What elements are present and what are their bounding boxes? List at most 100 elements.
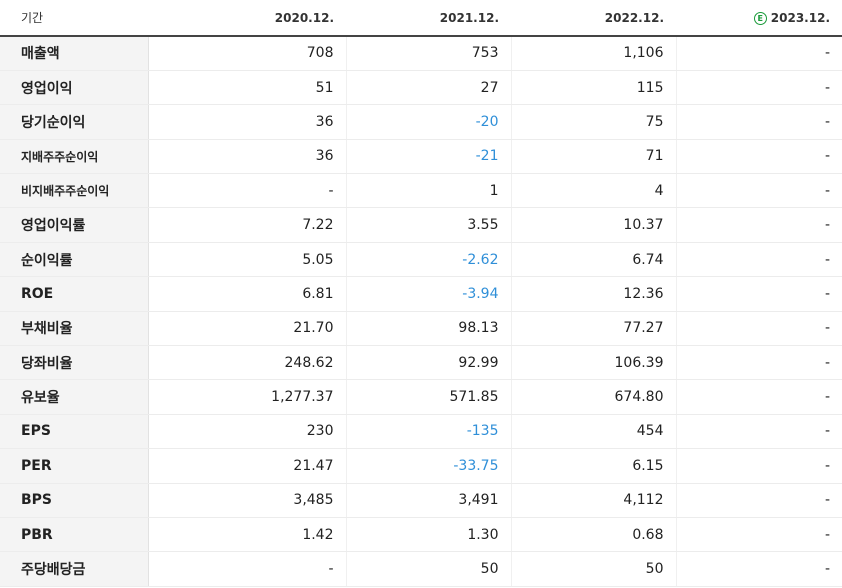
cell-value: 36 [148,104,347,140]
cell-value: - [148,551,347,587]
cell-value: 7.22 [148,207,347,243]
cell-value: 248.62 [148,345,347,381]
table-row: 매출액 708 753 1,106- [0,36,842,71]
cell-value: 230 [148,413,347,450]
cell-value: -135 [346,413,512,450]
row-label: 유보율 [0,379,149,415]
table-body: 매출액 708 753 1,106- 영업이익 51 27 115- 당기순이익 36 -20 75-… [0,36,842,587]
cell-value: 0.68 [511,517,677,553]
table-row: 영업이익 51 27 115- [0,70,842,106]
row-label: 부채비율 [0,310,149,347]
cell-value: 3.55 [346,207,512,243]
cell-value: - [148,173,347,209]
cell-value: - [676,104,842,140]
cell-value: 4 [511,173,677,209]
cell-value: 454 [511,413,677,450]
table-row: 순이익률 5.05 -2.62 6.74- [0,242,842,278]
cell-value: - [676,70,842,106]
table-row: ROE 6.81 -3.94 12.36- [0,276,842,312]
cell-value: - [676,310,842,347]
cell-value: 10.37 [511,207,677,243]
cell-value: 6.15 [511,448,677,484]
cell-value: - [676,379,842,415]
row-label: 영업이익 [0,70,149,106]
cell-value: -3.94 [346,276,512,312]
cell-value: - [676,448,842,484]
cell-value: - [676,483,842,518]
cell-value: -20 [346,104,512,140]
table-row: 비지배주주순이익 -1 4- [0,173,842,209]
cell-value: 50 [511,551,677,587]
cell-value: 4,112 [511,483,677,518]
cell-value: 5.05 [148,242,347,278]
row-label: PER [0,448,149,484]
cell-value: 77.27 [511,310,677,347]
cell-value: - [676,242,842,278]
cell-value: - [676,173,842,209]
cell-value: 1.30 [346,517,512,553]
table-row: 영업이익률 7.22 3.55 10.37- [0,207,842,243]
table-row: 당좌비율 248.62 92.99 106.39- [0,345,842,381]
period-header: 2020.12. [148,0,346,37]
row-label: 당좌비율 [0,345,149,381]
estimate-badge-icon: E [753,11,767,25]
table-row: 부채비율 21.70 98.13 77.27- [0,310,842,347]
cell-value: 71 [511,139,677,175]
table-row: 당기순이익 36 -20 75- [0,104,842,140]
cell-value: 674.80 [511,379,677,415]
cell-value: 36 [148,139,347,175]
header-row: 기간 2020.12. 2021.12. 2022.12. E 2023.12. [0,0,842,37]
cell-value: 3,485 [148,483,347,518]
cell-value: 21.70 [148,310,347,347]
period-header-label: 기간 [0,0,148,37]
cell-value: 27 [346,70,512,106]
row-label: PBR [0,517,149,553]
period-header: 2022.12. [511,0,676,37]
row-label: 영업이익률 [0,207,149,243]
table-row: EPS 230 -135 454- [0,413,842,450]
cell-value: 3,491 [346,483,512,518]
cell-value: 1 [346,173,512,209]
table-row: 주당배당금 -50 50- [0,551,842,587]
row-label: 매출액 [0,36,149,71]
cell-value: 75 [511,104,677,140]
row-label: ROE [0,276,149,312]
table-row: PBR 1.42 1.30 0.68- [0,517,842,553]
cell-value: 21.47 [148,448,347,484]
cell-value: 106.39 [511,345,677,381]
cell-value: 753 [346,36,512,71]
cell-value: 6.74 [511,242,677,278]
cell-value: - [676,276,842,312]
cell-value: - [676,517,842,553]
cell-value: 6.81 [148,276,347,312]
cell-value: -21 [346,139,512,175]
row-label: 지배주주순이익 [0,139,149,175]
row-label: 순이익률 [0,242,149,278]
cell-value: 12.36 [511,276,677,312]
cell-value: - [676,413,842,450]
table-row: 유보율 1,277.37 571.85 674.80- [0,379,842,415]
row-label: EPS [0,413,149,450]
cell-value: 1,277.37 [148,379,347,415]
cell-value: 98.13 [346,310,512,347]
cell-value: -2.62 [346,242,512,278]
cell-value: 571.85 [346,379,512,415]
cell-value: 1,106 [511,36,677,71]
period-header: 2021.12. [346,0,511,37]
cell-value: 50 [346,551,512,587]
cell-value: - [676,207,842,243]
cell-value: - [676,36,842,71]
period-header-estimate: E 2023.12. [676,0,842,37]
row-label: 주당배당금 [0,551,149,587]
cell-value: 708 [148,36,347,71]
cell-value: 1.42 [148,517,347,553]
cell-value: 51 [148,70,347,106]
cell-value: -33.75 [346,448,512,484]
cell-value: 115 [511,70,677,106]
table-row: 지배주주순이익 36 -21 71- [0,139,842,175]
cell-value: - [676,139,842,175]
table-row: PER 21.47 -33.75 6.15- [0,448,842,484]
period-header-estimate-label: 2023.12. [770,10,830,25]
row-label: BPS [0,483,149,518]
